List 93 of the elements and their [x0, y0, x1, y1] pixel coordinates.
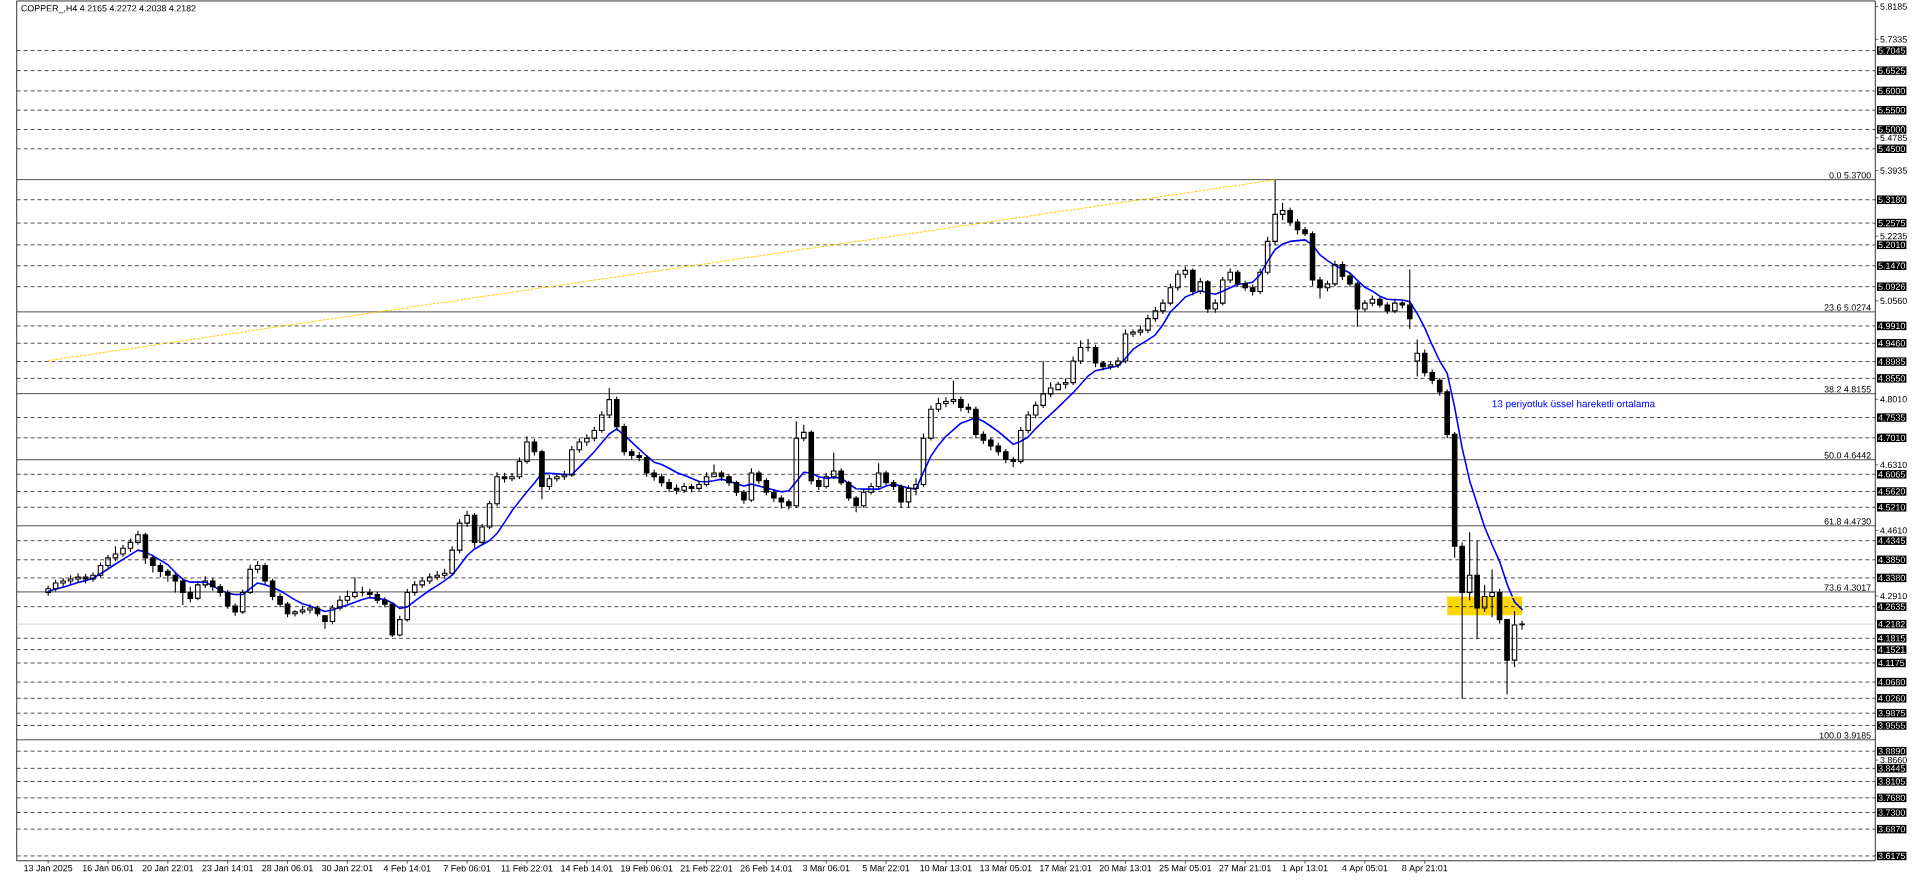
x-tick-label: 26 Feb 14:01: [740, 865, 793, 872]
x-tick-label: 21 Feb 22:01: [680, 865, 733, 872]
ref-line-label: 61.8 4.4730: [1824, 518, 1871, 525]
y-tick-label: 4.2910: [1880, 593, 1907, 600]
candlestick: [120, 544, 126, 558]
ref-line-label: 4.0680: [1878, 679, 1905, 686]
y-tick-label: 3.8660: [1880, 757, 1907, 764]
ref-line-label: 4.1175: [1878, 660, 1905, 667]
ref-line-label: 4.7010: [1878, 434, 1905, 442]
x-tick-label: 23 Jan 14:01: [202, 865, 253, 872]
ref-line-label: 4.1815: [1878, 635, 1905, 642]
candlestick: [1519, 620, 1525, 631]
ref-line-label: 3.6175: [1878, 852, 1905, 860]
x-tick-label: 13 Mar 05:01: [980, 865, 1032, 872]
ref-line-label: 5.0926: [1878, 283, 1905, 291]
ref-line-label: 4.9460: [1878, 340, 1905, 347]
ref-line-label: 3.6870: [1878, 826, 1905, 833]
ref-line-label: 3.8890: [1878, 748, 1905, 755]
candlestick: [1279, 202, 1286, 221]
x-tick-label: 25 Mar 05:01: [1159, 865, 1212, 872]
ref-line-label: 3.7300: [1878, 809, 1905, 816]
x-tick-label: 20 Jan 22:01: [142, 865, 194, 872]
candlestick: [1115, 356, 1121, 369]
ref-line-label: 4.1521: [1878, 646, 1905, 653]
ref-line-label: 4.3380: [1878, 574, 1905, 582]
y-tick-label: 4.6310: [1880, 461, 1907, 469]
x-tick-label: 11 Feb 22:01: [501, 865, 553, 872]
ref-line-label: 3.8105: [1878, 778, 1905, 785]
candlestick: [943, 396, 949, 409]
ref-line-label: 3.9555: [1878, 722, 1905, 729]
y-tick-label: 5.3935: [1880, 167, 1907, 174]
candlestick: [935, 397, 942, 413]
x-tick-label: 28 Jan 06:01: [262, 865, 313, 872]
ref-line-label: 50.0 4.6442: [1824, 452, 1871, 459]
ref-line-label: 3.9875: [1878, 710, 1905, 717]
ref-line-label: 3.7680: [1878, 794, 1905, 802]
ref-line-label: 100.0 3.9185: [1819, 732, 1871, 739]
y-tick-label: 5.8185: [1880, 3, 1907, 10]
x-tick-label: 20 Mar 13:01: [1099, 865, 1152, 872]
text: 13 periyotluk üssel hareketli ortalama: [1492, 400, 1656, 410]
ref-line-label: 5.6000: [1878, 87, 1905, 95]
ref-line-label: 4.8985: [1878, 358, 1905, 365]
y-tick-label: 5.4785: [1880, 134, 1907, 142]
chart-title: COPPER_,H4 4.2165 4.2272 4.2038 4.2182: [21, 5, 196, 14]
x-tick-label: 10 Mar 13:01: [920, 865, 972, 872]
ref-line-label: 5.3180: [1878, 196, 1905, 204]
y-tick-label: 5.2235: [1880, 233, 1907, 240]
ref-line-label: 5.6525: [1878, 67, 1905, 74]
ref-line-label: 4.3850: [1878, 556, 1905, 564]
ref-line-label: 23.6 5.0274: [1824, 304, 1871, 311]
ref-line-label: 4.9910: [1878, 322, 1905, 330]
y-tick-label: 5.0560: [1880, 297, 1907, 305]
x-tick-label: 3 Mar 06:01: [802, 865, 850, 872]
x-tick-label: 13 Jan 2025: [24, 865, 73, 872]
x-tick-label: 8 Apr 21:01: [1402, 865, 1448, 874]
ref-line-label: 0.0 5.3700: [1829, 172, 1871, 179]
x-tick-label: 14 Feb 14:01: [561, 865, 613, 872]
ref-line-label: 5.5000: [1878, 126, 1905, 133]
x-tick-label: 30 Jan 22:01: [322, 865, 373, 872]
ref-line-label: 4.2635: [1878, 603, 1905, 610]
x-tick-label: 27 Mar 21:01: [1219, 865, 1271, 872]
ref-line-label: 5.1470: [1878, 262, 1905, 270]
x-tick-label: 7 Feb 06:01: [443, 865, 491, 872]
x-tick-label: 1 Apr 13:01: [1282, 865, 1328, 874]
x-tick-label: 19 Feb 06:01: [621, 865, 673, 872]
ref-line-label: 4.0260: [1878, 695, 1905, 702]
x-tick-label: 16 Jan 06:01: [82, 865, 134, 872]
ref-line-label: 5.2575: [1878, 220, 1905, 227]
ref-line-label: 5.4500: [1878, 145, 1905, 153]
candlestick: [1302, 226, 1308, 237]
ref-line-label: 4.5620: [1878, 488, 1905, 495]
candlestick: [322, 615, 328, 630]
x-tick-label: 17 Mar 21:01: [1040, 865, 1092, 872]
y-tick-label: 4.4610: [1880, 527, 1907, 534]
ref-line-label: 4.8550: [1878, 375, 1905, 382]
ref-line-label: 4.2182: [1878, 621, 1905, 628]
x-tick-label: 4 Feb 14:01: [383, 865, 431, 872]
ref-line-label: 38.2 4.8155: [1824, 386, 1871, 393]
x-tick-label: 5 Mar 22:01: [862, 865, 910, 872]
ref-line-label: 3.8445: [1878, 765, 1905, 772]
candlestick: [292, 609, 298, 618]
ref-line-label: 4.4345: [1878, 537, 1905, 545]
y-tick-label: 4.8010: [1880, 396, 1907, 403]
ref-line-label: 4.6065: [1878, 471, 1905, 478]
ref-line-label: 5.2010: [1878, 241, 1905, 249]
candlestick: [1130, 329, 1136, 338]
ref-line-label: 4.5210: [1878, 504, 1905, 511]
ref-line-label: 5.5500: [1878, 107, 1905, 114]
y-tick-label: 5.7335: [1880, 36, 1907, 43]
ref-line-label: 73.6 4.3017: [1824, 584, 1871, 591]
ref-line-label: 5.7045: [1878, 47, 1905, 54]
ref-line-label: 4.7535: [1878, 414, 1905, 421]
x-tick-label: 4 Apr 05:01: [1342, 865, 1388, 874]
